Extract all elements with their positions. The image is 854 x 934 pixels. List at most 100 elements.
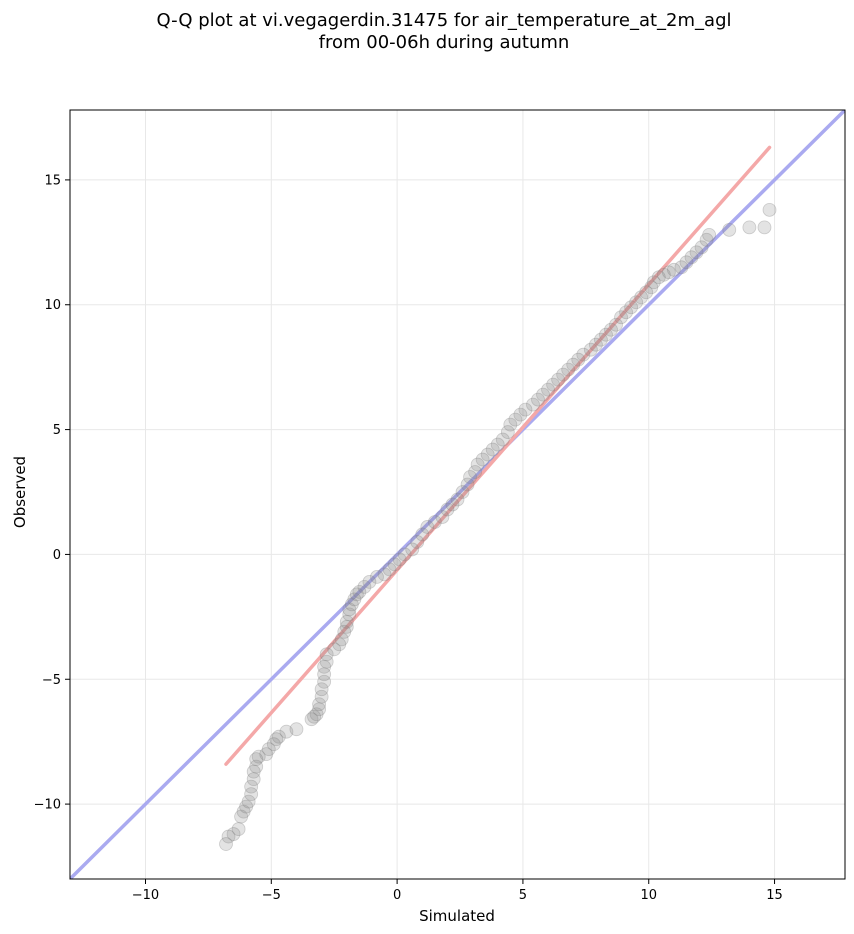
data-point bbox=[508, 412, 523, 427]
data-point bbox=[594, 332, 608, 347]
data-point bbox=[526, 397, 540, 412]
data-point bbox=[679, 255, 694, 270]
data-point bbox=[420, 520, 435, 534]
data-point bbox=[440, 502, 455, 517]
data-point bbox=[588, 337, 603, 352]
x-tick-label: −10 bbox=[132, 888, 159, 903]
data-point bbox=[314, 689, 329, 704]
data-point bbox=[629, 295, 644, 310]
data-point bbox=[415, 527, 430, 542]
data-point bbox=[289, 722, 304, 737]
data-points bbox=[219, 202, 777, 851]
data-point bbox=[342, 602, 357, 617]
y-tick-label: 15 bbox=[44, 173, 61, 188]
data-point bbox=[219, 837, 233, 851]
data-point bbox=[249, 759, 264, 774]
data-point bbox=[392, 552, 407, 567]
data-point bbox=[599, 327, 613, 342]
data-point bbox=[470, 457, 485, 472]
data-point bbox=[571, 352, 586, 367]
data-point bbox=[619, 305, 633, 320]
data-point bbox=[370, 569, 384, 584]
data-point bbox=[271, 729, 286, 744]
plot-frame bbox=[69, 109, 846, 880]
data-point bbox=[319, 654, 334, 669]
x-axis-label: Simulated bbox=[419, 907, 495, 925]
axis-ticks: −10 −5 0 5 10 15 −10 −5 0 5 10 15 bbox=[34, 173, 783, 903]
data-point bbox=[317, 667, 332, 682]
data-point bbox=[279, 724, 294, 739]
data-point bbox=[518, 402, 533, 417]
data-point bbox=[639, 285, 654, 300]
data-point bbox=[347, 592, 362, 607]
y-tick-label: 5 bbox=[53, 423, 61, 438]
data-point bbox=[689, 245, 704, 260]
x-tick-label: 0 bbox=[393, 888, 401, 903]
data-point bbox=[531, 392, 545, 407]
data-point bbox=[460, 477, 475, 492]
data-point bbox=[307, 709, 321, 724]
data-point bbox=[742, 220, 757, 235]
data-point bbox=[344, 597, 359, 612]
data-point bbox=[651, 270, 666, 285]
data-point bbox=[722, 222, 737, 237]
data-point bbox=[251, 749, 266, 764]
data-point bbox=[352, 584, 367, 599]
y-tick-label: 0 bbox=[53, 548, 61, 563]
data-point bbox=[624, 300, 639, 315]
data-point bbox=[269, 732, 284, 747]
data-point bbox=[480, 447, 495, 462]
data-point bbox=[546, 377, 561, 392]
data-point bbox=[317, 674, 332, 689]
data-point bbox=[495, 432, 510, 447]
y-axis-label: Observed bbox=[11, 455, 29, 529]
data-point bbox=[604, 322, 618, 337]
data-point bbox=[614, 310, 628, 325]
data-point bbox=[661, 265, 676, 280]
data-point bbox=[259, 747, 274, 762]
data-point bbox=[236, 804, 251, 819]
data-point bbox=[317, 659, 332, 674]
data-point bbox=[246, 764, 261, 779]
reference-lines bbox=[70, 110, 845, 879]
data-point bbox=[561, 362, 576, 377]
data-point bbox=[234, 809, 249, 824]
data-point bbox=[541, 382, 555, 397]
y-tick-label: 10 bbox=[44, 298, 61, 313]
data-point bbox=[332, 637, 347, 652]
data-point bbox=[244, 787, 259, 802]
data-point bbox=[445, 497, 460, 512]
data-point bbox=[556, 367, 571, 382]
data-point bbox=[312, 702, 327, 717]
data-point bbox=[319, 647, 334, 662]
data-point bbox=[757, 220, 772, 235]
data-point bbox=[566, 357, 581, 372]
data-point bbox=[644, 280, 659, 295]
data-point bbox=[387, 557, 402, 572]
data-point bbox=[699, 232, 714, 247]
data-point bbox=[490, 437, 505, 452]
data-point bbox=[762, 202, 777, 217]
data-point bbox=[337, 624, 352, 639]
data-point bbox=[410, 535, 425, 549]
data-point bbox=[226, 827, 241, 841]
data-point bbox=[362, 574, 377, 589]
data-point bbox=[503, 417, 518, 432]
x-tick-label: −5 bbox=[262, 888, 281, 903]
data-point bbox=[382, 562, 397, 577]
data-point bbox=[455, 485, 470, 499]
data-point bbox=[327, 642, 342, 657]
chart-title-line1: Q-Q plot at vi.vegagerdin.31475 for air_… bbox=[156, 10, 732, 31]
data-point bbox=[314, 682, 329, 697]
y-tick-label: −10 bbox=[34, 798, 61, 813]
data-point bbox=[334, 632, 349, 647]
data-point bbox=[463, 470, 477, 484]
x-tick-label: 15 bbox=[766, 888, 783, 903]
data-point bbox=[513, 407, 528, 422]
y-tick-label: −5 bbox=[42, 673, 61, 688]
data-point bbox=[349, 587, 364, 602]
data-point bbox=[221, 829, 236, 844]
data-point bbox=[304, 712, 319, 727]
